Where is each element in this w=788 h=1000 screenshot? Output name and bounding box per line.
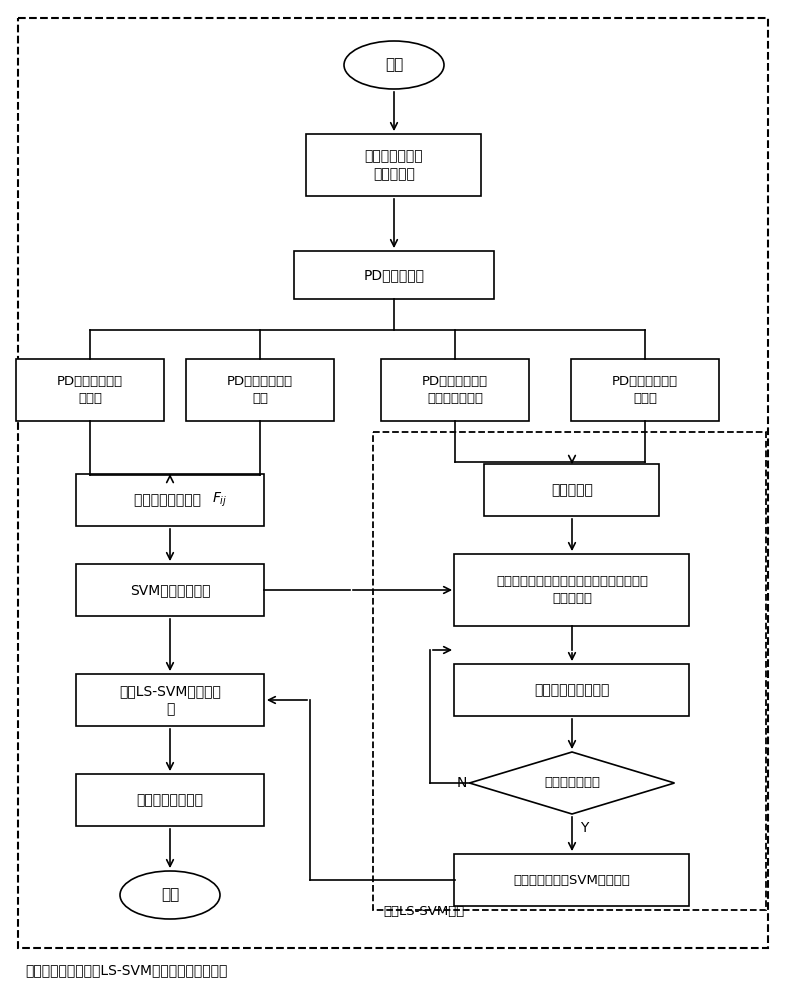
Ellipse shape xyxy=(120,871,220,919)
FancyBboxPatch shape xyxy=(485,464,660,516)
Text: 初始化设置: 初始化设置 xyxy=(551,483,593,497)
Text: PD源时域信号: PD源时域信号 xyxy=(363,268,425,282)
FancyBboxPatch shape xyxy=(76,774,264,826)
Text: 开始: 开始 xyxy=(385,57,403,73)
Text: 组合逻辑特征参数: 组合逻辑特征参数 xyxy=(134,493,206,507)
FancyBboxPatch shape xyxy=(571,359,719,421)
Text: N: N xyxy=(456,776,467,790)
FancyBboxPatch shape xyxy=(76,474,264,526)
FancyBboxPatch shape xyxy=(381,359,529,421)
FancyBboxPatch shape xyxy=(455,854,690,906)
Ellipse shape xyxy=(344,41,444,89)
Text: 建立不同局部放
电类型模型: 建立不同局部放 电类型模型 xyxy=(365,149,423,181)
Text: 采用最优参数对SVM训练建模: 采用最优参数对SVM训练建模 xyxy=(514,874,630,886)
Text: PD信号倍度特征
提取: PD信号倍度特征 提取 xyxy=(227,375,293,405)
Text: 结束: 结束 xyxy=(161,888,179,902)
Polygon shape xyxy=(470,752,675,814)
Text: 采用适应度函数作为判别标准，确定当前最
优粒子参数: 采用适应度函数作为判别标准，确定当前最 优粒子参数 xyxy=(496,575,648,605)
FancyBboxPatch shape xyxy=(455,554,690,626)
Text: 故障效果综合评价: 故障效果综合评价 xyxy=(136,793,203,807)
Text: Y: Y xyxy=(580,821,589,835)
Text: 满足终止条件？: 满足终止条件？ xyxy=(544,776,600,790)
FancyBboxPatch shape xyxy=(455,664,690,716)
FancyBboxPatch shape xyxy=(16,359,164,421)
Text: PD信号高阶累积
量特征参数计算: PD信号高阶累积 量特征参数计算 xyxy=(422,375,488,405)
Text: 最优LS-SVM流程: 最优LS-SVM流程 xyxy=(383,905,464,918)
Text: PD信号奇异熵特
征提取: PD信号奇异熵特 征提取 xyxy=(612,375,678,405)
FancyBboxPatch shape xyxy=(294,251,494,299)
Text: PD信号信息熵特
征提取: PD信号信息熵特 征提取 xyxy=(57,375,123,405)
FancyBboxPatch shape xyxy=(76,564,264,616)
Text: $F_{ij}$: $F_{ij}$ xyxy=(212,491,228,509)
Text: 更新当前粒子群参数: 更新当前粒子群参数 xyxy=(534,683,610,697)
Text: SVM参数优化设计: SVM参数优化设计 xyxy=(130,583,210,597)
Text: 基于组合逻辑与最优LS-SVM的局部放电方法流程: 基于组合逻辑与最优LS-SVM的局部放电方法流程 xyxy=(25,963,228,977)
FancyBboxPatch shape xyxy=(186,359,334,421)
Text: 最优LS-SVM分类器设
计: 最优LS-SVM分类器设 计 xyxy=(119,684,221,716)
FancyBboxPatch shape xyxy=(307,134,481,196)
FancyBboxPatch shape xyxy=(76,674,264,726)
